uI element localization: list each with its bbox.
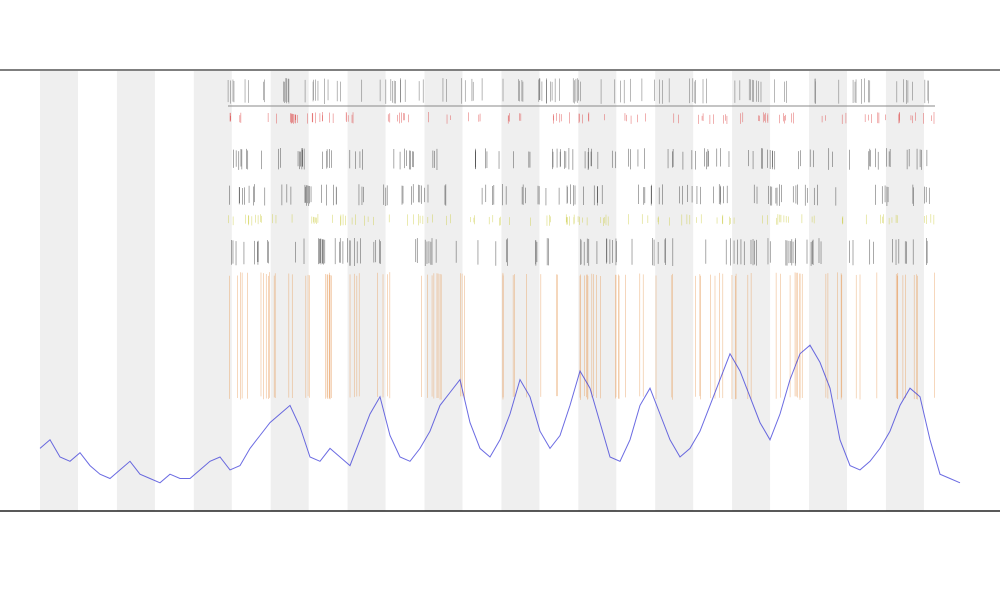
shade-band xyxy=(885,71,924,511)
shade-band xyxy=(116,71,155,511)
shade-band xyxy=(40,71,78,511)
band-layer xyxy=(40,71,924,511)
shade-band xyxy=(193,71,232,511)
shade-band xyxy=(578,71,617,511)
shade-band xyxy=(424,71,463,511)
shade-band xyxy=(655,71,694,511)
feature-layer xyxy=(227,78,935,400)
shade-band xyxy=(501,71,540,511)
coverage-line xyxy=(39,344,961,484)
shade-band xyxy=(347,71,386,511)
shade-band xyxy=(270,71,309,511)
